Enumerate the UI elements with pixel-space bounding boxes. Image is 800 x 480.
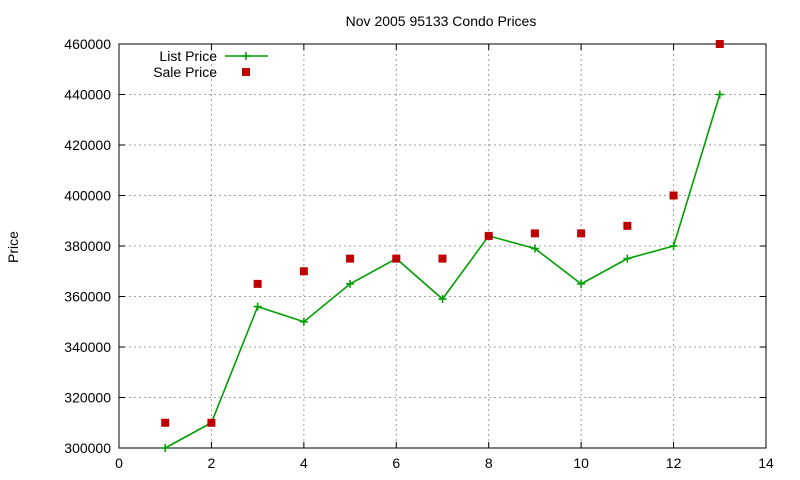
data-point — [161, 444, 170, 452]
data-point — [530, 229, 539, 238]
data-point — [346, 254, 355, 263]
legend-label: Sale Price — [153, 64, 217, 80]
plot-frame — [118, 43, 767, 449]
data-point — [669, 191, 678, 200]
data-point — [253, 302, 262, 311]
x-tick-label: 14 — [758, 455, 774, 471]
data-point — [530, 244, 539, 253]
data-point — [253, 279, 262, 288]
data-point — [715, 90, 724, 99]
data-point — [299, 267, 308, 276]
data-point — [577, 229, 586, 238]
x-tick-label: 6 — [392, 455, 400, 471]
data-point — [623, 254, 632, 263]
y-tick-label: 380000 — [64, 238, 111, 254]
y-tick-label: 400000 — [64, 188, 111, 204]
y-tick-label: 440000 — [64, 87, 111, 103]
y-tick-label: 300000 — [64, 440, 111, 456]
series — [161, 40, 724, 452]
y-tick-label: 420000 — [64, 137, 111, 153]
y-tick-label: 320000 — [64, 390, 111, 406]
y-tick-label: 340000 — [64, 339, 111, 355]
x-tick-label: 4 — [300, 455, 308, 471]
data-point — [207, 418, 216, 427]
y-tick-label: 360000 — [64, 289, 111, 305]
x-tick-label: 2 — [208, 455, 216, 471]
series-sale-price — [161, 40, 724, 427]
legend-swatch-marker — [242, 68, 250, 76]
legend-entry: Sale Price — [153, 64, 250, 80]
data-point — [715, 40, 724, 48]
x-tick-label: 10 — [573, 455, 589, 471]
x-tick-label: 12 — [666, 455, 682, 471]
legend-label: List Price — [159, 48, 217, 64]
axes: 0 2 4 6 8 10 12 14 300000 320000 340000 360000 38000… — [64, 36, 774, 471]
chart-title: Nov 2005 95133 Condo Prices — [346, 13, 537, 29]
data-point — [577, 279, 586, 288]
y-axis-label: Price — [5, 231, 21, 263]
data-point — [669, 242, 678, 250]
data-point — [438, 295, 447, 304]
x-tick-label: 8 — [485, 455, 493, 471]
data-point — [623, 221, 632, 230]
data-point — [392, 254, 401, 263]
series-line — [164, 94, 721, 449]
x-tick-label: 0 — [115, 455, 123, 471]
grid — [119, 44, 766, 448]
data-point — [299, 317, 308, 326]
y-tick-label: 460000 — [64, 36, 111, 52]
legend-swatch-marker — [242, 52, 250, 60]
data-point — [346, 279, 355, 288]
data-point — [484, 231, 493, 240]
data-point — [438, 254, 447, 263]
legend-entry: List Price — [159, 48, 268, 64]
data-point — [161, 418, 170, 427]
